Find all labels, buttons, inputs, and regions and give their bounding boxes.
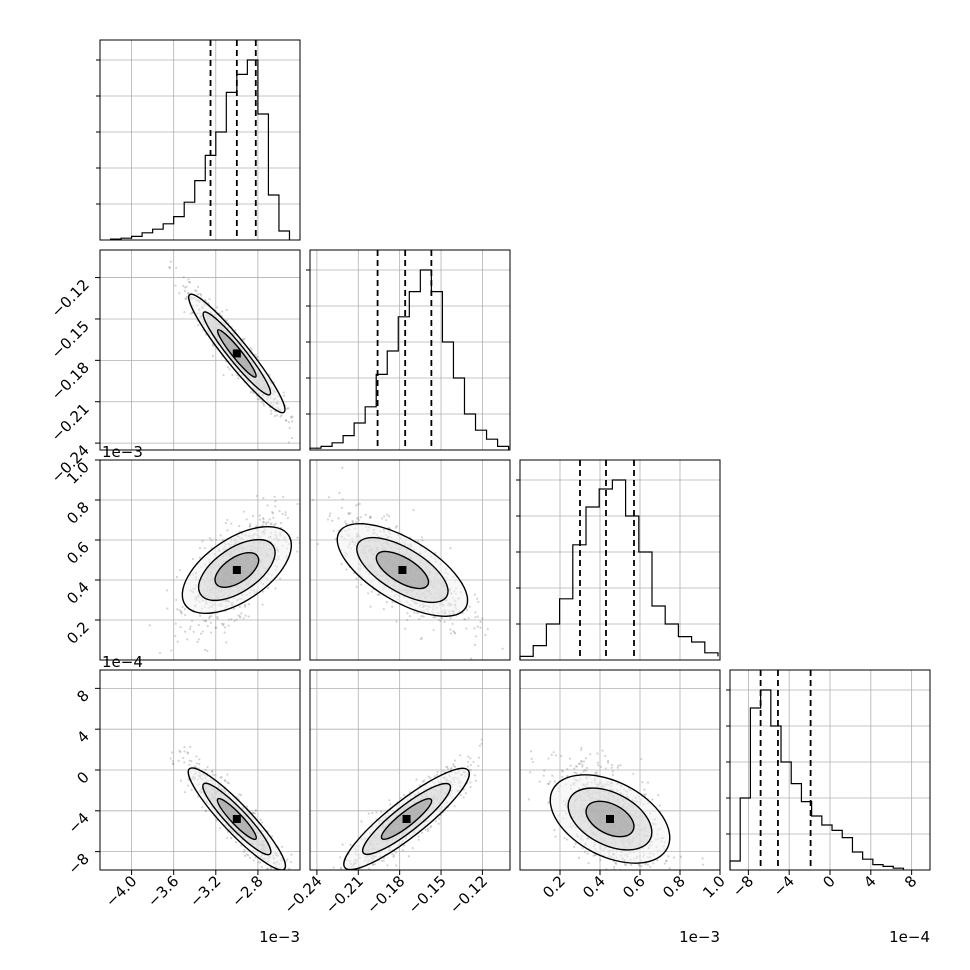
ytick-label-3-2: 0 — [73, 768, 92, 787]
ytick-label-3-0: −8 — [64, 850, 92, 878]
xtick-label-3-3: 4 — [860, 872, 879, 891]
density-peak-3-0 — [232, 814, 241, 823]
ytick-label-3-1: −4 — [64, 809, 92, 837]
y-scale-label-3: 1e−4 — [102, 653, 143, 671]
xtick-label-0-2: −3.2 — [186, 872, 224, 910]
scatter-frame — [309, 459, 511, 661]
xtick-label-2-0: 0.2 — [539, 872, 569, 902]
scatter-panel-1-0 — [99, 249, 301, 451]
ytick-label-1-1: −0.21 — [48, 400, 93, 445]
xtick-label-2-3: 0.8 — [659, 872, 689, 902]
histogram-1-steps — [309, 269, 510, 450]
xtick-label-1-1: −0.21 — [322, 872, 367, 917]
ytick-label-1-2: −0.18 — [48, 358, 93, 403]
histogram-panel-3 — [726, 669, 931, 871]
scatter-frame — [519, 669, 721, 871]
density-peak-1-0 — [232, 349, 241, 358]
scatter-cloud-3-2 — [527, 746, 705, 870]
density-peak-3-2 — [606, 814, 614, 823]
histogram-panel-0 — [96, 39, 301, 241]
scatter-panel-3-1 — [309, 669, 511, 871]
xtick-label-2-2: 0.6 — [619, 872, 649, 902]
xtick-label-2-4: 1.0 — [699, 872, 729, 902]
scatter-panel-3-0 — [99, 669, 301, 871]
ytick-label-1-3: −0.15 — [48, 317, 93, 362]
xtick-label-1-4: −0.12 — [446, 872, 491, 917]
scatter-panel-3-2 — [519, 669, 721, 871]
ytick-label-2-0: 0.2 — [63, 618, 93, 648]
xtick-label-3-2: 0 — [819, 872, 838, 891]
xtick-label-3-1: −4 — [770, 872, 798, 900]
density-peak-3-1 — [402, 814, 411, 823]
x-scale-label-2: 1e−3 — [679, 928, 720, 946]
scatter-frame — [309, 669, 511, 871]
ytick-label-2-1: 0.4 — [63, 578, 93, 608]
histogram-panel-2 — [516, 459, 721, 661]
scatter-cloud-2-0 — [148, 494, 300, 655]
density-peak-2-0 — [232, 566, 241, 574]
scatter-panel-2-1 — [309, 459, 511, 661]
xtick-label-3-0: −8 — [729, 872, 757, 900]
histogram-1-frame — [309, 249, 511, 451]
xtick-label-0-3: −2.8 — [228, 872, 266, 910]
histogram-3-steps — [729, 689, 905, 870]
histogram-0-frame — [99, 39, 301, 241]
ytick-label-2-3: 0.8 — [63, 498, 93, 528]
scatter-cloud-1-0 — [168, 260, 300, 450]
scatter-frame — [99, 459, 301, 661]
xtick-label-0-1: −3.6 — [144, 872, 182, 910]
scatter-cloud-3-0 — [169, 745, 293, 870]
xtick-label-1-2: −0.18 — [363, 872, 408, 917]
xtick-label-0-0: −4.0 — [102, 872, 140, 910]
x-scale-label-3: 1e−4 — [889, 928, 930, 946]
scatter-panel-2-0 — [99, 459, 301, 661]
scatter-cloud-3-1 — [332, 738, 483, 870]
scatter-frame — [99, 249, 301, 451]
xtick-label-1-3: −0.15 — [405, 872, 450, 917]
ytick-label-2-2: 0.6 — [63, 538, 93, 568]
xtick-label-2-1: 0.4 — [579, 872, 609, 902]
x-scale-label-0: 1e−3 — [259, 928, 300, 946]
density-peak-2-1 — [398, 566, 407, 574]
y-scale-label-2: 1e−3 — [102, 443, 143, 461]
histogram-2-steps — [519, 479, 719, 660]
ytick-label-1-4: −0.12 — [48, 276, 93, 321]
histogram-2-frame — [519, 459, 721, 661]
xtick-label-3-4: 8 — [901, 872, 920, 891]
histogram-0-steps — [109, 59, 291, 240]
xtick-label-1-0: −0.24 — [280, 872, 325, 917]
ytick-label-3-4: 8 — [73, 686, 92, 705]
ytick-label-3-3: 4 — [73, 727, 92, 746]
histogram-panel-1 — [306, 249, 511, 451]
scatter-cloud-2-1 — [312, 466, 504, 660]
